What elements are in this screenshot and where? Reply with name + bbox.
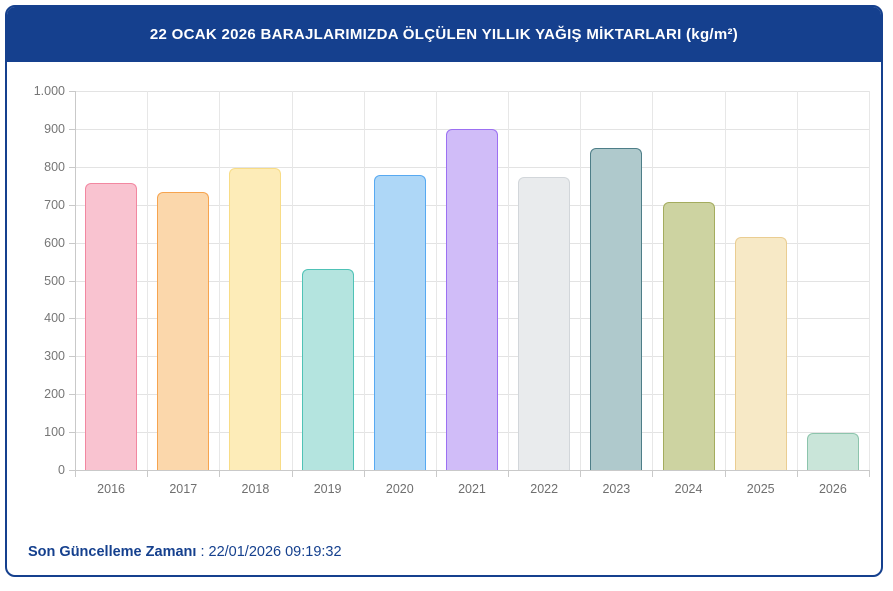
x-axis-label-2022: 2022 — [530, 482, 559, 496]
y-axis-label-1000: 1.000 — [33, 84, 65, 98]
x-axis-tick-8 — [652, 470, 654, 477]
v-gridline-8 — [652, 91, 654, 470]
y-axis-tick-0 — [69, 470, 75, 471]
y-axis-tick-700 — [69, 204, 75, 206]
y-axis-tick-500 — [69, 280, 75, 282]
v-gridline-3 — [291, 91, 293, 470]
x-axis-label-2019: 2019 — [313, 482, 342, 496]
x-axis-label-2023: 2023 — [602, 482, 631, 496]
v-gridline-1 — [147, 91, 149, 470]
bar-2024[interactable] — [662, 202, 715, 470]
v-gridline-7 — [580, 91, 582, 470]
bar-2018[interactable] — [229, 167, 282, 470]
x-axis-label-2021: 2021 — [458, 482, 486, 496]
y-axis-tick-1000 — [69, 91, 75, 92]
v-gridline-5 — [435, 91, 437, 470]
v-gridline-4 — [363, 91, 365, 470]
v-gridline-6 — [508, 91, 510, 470]
x-axis-tick-5 — [435, 470, 437, 477]
bar-2026[interactable] — [806, 433, 859, 470]
h-gridline-1000 — [75, 91, 869, 92]
y-axis-label-200: 200 — [44, 387, 65, 402]
x-axis-tick-2 — [219, 470, 221, 477]
x-axis-tick-10 — [796, 470, 798, 477]
bar-2021[interactable] — [446, 128, 498, 470]
chart-title: 22 OCAK 2026 BARAJLARIMIZDA ÖLÇÜLEN YILL… — [149, 26, 739, 43]
x-axis-label-2026: 2026 — [818, 482, 847, 496]
bar-2019[interactable] — [301, 268, 354, 470]
y-axis-tick-600 — [69, 242, 75, 244]
bar-2020[interactable] — [373, 175, 426, 470]
y-axis-line — [75, 91, 76, 477]
y-axis-label-400: 400 — [44, 311, 65, 326]
y-axis-tick-100 — [69, 432, 75, 434]
y-axis-label-900: 900 — [44, 121, 65, 136]
bar-2017[interactable] — [157, 192, 210, 470]
x-axis-label-2025: 2025 — [746, 482, 775, 496]
v-gridline-10 — [796, 91, 798, 470]
bar-2016[interactable] — [85, 183, 138, 470]
rainfall-chart-card: 22 OCAK 2026 BARAJLARIMIZDA ÖLÇÜLEN YILL… — [5, 5, 883, 577]
x-axis-label-2016: 2016 — [97, 482, 125, 496]
x-axis-label-2017: 2017 — [169, 482, 198, 496]
last-update: Son Güncelleme Zamanı : 22/01/2026 09:19… — [28, 544, 342, 560]
y-axis-label-300: 300 — [44, 349, 65, 364]
y-axis-tick-800 — [69, 166, 75, 168]
bar-2023[interactable] — [590, 147, 643, 470]
x-axis-tick-1 — [147, 470, 149, 477]
x-axis-tick-4 — [363, 470, 365, 477]
y-axis-tick-200 — [69, 394, 75, 396]
y-axis-tick-900 — [69, 128, 75, 130]
x-axis-tick-11 — [869, 470, 870, 477]
y-axis-label-500: 500 — [44, 273, 65, 288]
chart-area: 0 100 200 300 400 500 600 700 800 900 1.000 2016 201… — [7, 62, 881, 522]
chart-title-bar: 22 OCAK 2026 BARAJLARIMIZDA ÖLÇÜLEN YILL… — [7, 7, 881, 62]
y-axis-label-800: 800 — [44, 159, 65, 174]
v-gridline-9 — [724, 91, 726, 470]
last-update-value: 22/01/2026 09:19:32 — [208, 544, 342, 560]
bar-2022[interactable] — [518, 177, 571, 470]
x-axis-tick-7 — [580, 470, 582, 477]
x-axis-tick-6 — [508, 470, 510, 477]
y-axis-label-600: 600 — [44, 235, 65, 250]
x-axis-label-2018: 2018 — [241, 482, 270, 496]
v-gridline-2 — [219, 91, 221, 470]
last-update-separator: : — [196, 544, 209, 560]
x-axis-tick-9 — [724, 470, 726, 477]
x-axis-baseline — [75, 470, 869, 471]
y-axis-label-700: 700 — [44, 197, 65, 212]
y-axis-tick-300 — [69, 356, 75, 358]
plot-area — [75, 91, 870, 470]
last-update-label: Son Güncelleme Zamanı — [28, 544, 197, 560]
y-axis-label-0: 0 — [58, 463, 65, 477]
y-axis-tick-400 — [69, 318, 75, 320]
bar-2025[interactable] — [734, 236, 787, 470]
x-axis-label-2020: 2020 — [385, 482, 414, 496]
v-gridline-11 — [869, 91, 870, 470]
x-axis-tick-3 — [291, 470, 293, 477]
x-axis-label-2024: 2024 — [674, 482, 703, 496]
y-axis-label-100: 100 — [44, 425, 65, 440]
